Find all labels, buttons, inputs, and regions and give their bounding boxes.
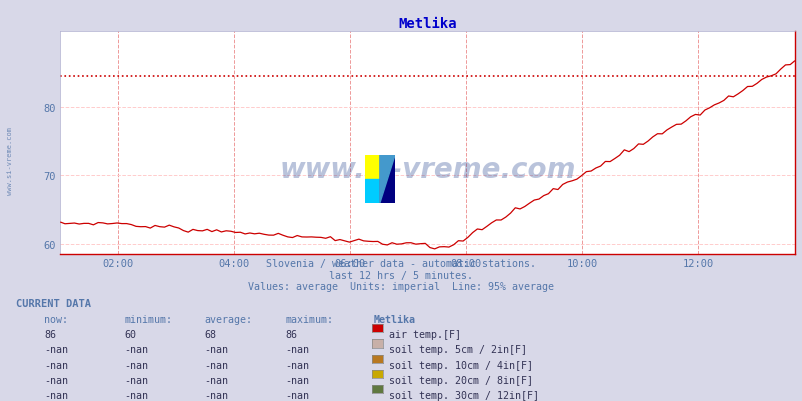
Text: -nan: -nan (44, 360, 68, 370)
Text: 86: 86 (285, 329, 297, 339)
Text: soil temp. 20cm / 8in[F]: soil temp. 20cm / 8in[F] (389, 375, 533, 385)
Title: Metlika: Metlika (398, 17, 456, 31)
Text: -nan: -nan (205, 360, 229, 370)
Text: 86: 86 (44, 329, 56, 339)
Text: -nan: -nan (124, 360, 148, 370)
Text: minimum:: minimum: (124, 314, 172, 324)
Text: CURRENT DATA: CURRENT DATA (16, 299, 91, 309)
Text: Slovenia / weather data - automatic stations.: Slovenia / weather data - automatic stat… (266, 259, 536, 269)
Text: -nan: -nan (44, 344, 68, 354)
Text: soil temp. 30cm / 12in[F]: soil temp. 30cm / 12in[F] (389, 390, 539, 400)
Text: -nan: -nan (205, 375, 229, 385)
Text: -nan: -nan (205, 390, 229, 400)
Text: average:: average: (205, 314, 253, 324)
Text: Values: average  Units: imperial  Line: 95% average: Values: average Units: imperial Line: 95… (248, 281, 554, 291)
Text: -nan: -nan (285, 344, 309, 354)
Text: -nan: -nan (285, 360, 309, 370)
Text: -nan: -nan (285, 375, 309, 385)
Text: -nan: -nan (44, 390, 68, 400)
Text: -nan: -nan (205, 344, 229, 354)
Text: Metlika: Metlika (373, 314, 415, 324)
Text: air temp.[F]: air temp.[F] (389, 329, 461, 339)
Text: last 12 hrs / 5 minutes.: last 12 hrs / 5 minutes. (329, 270, 473, 280)
Bar (364, 155, 379, 179)
Bar (364, 179, 379, 203)
Text: soil temp. 5cm / 2in[F]: soil temp. 5cm / 2in[F] (389, 344, 527, 354)
Text: 60: 60 (124, 329, 136, 339)
Text: -nan: -nan (285, 390, 309, 400)
Text: soil temp. 10cm / 4in[F]: soil temp. 10cm / 4in[F] (389, 360, 533, 370)
Text: maximum:: maximum: (285, 314, 333, 324)
Text: -nan: -nan (124, 344, 148, 354)
Text: www.si-vreme.com: www.si-vreme.com (7, 126, 14, 194)
Text: -nan: -nan (44, 375, 68, 385)
Text: -nan: -nan (124, 375, 148, 385)
Text: www.si-vreme.com: www.si-vreme.com (279, 156, 575, 184)
Text: now:: now: (44, 314, 68, 324)
Polygon shape (379, 155, 395, 203)
Text: -nan: -nan (124, 390, 148, 400)
Text: 68: 68 (205, 329, 217, 339)
Bar (379, 155, 395, 203)
